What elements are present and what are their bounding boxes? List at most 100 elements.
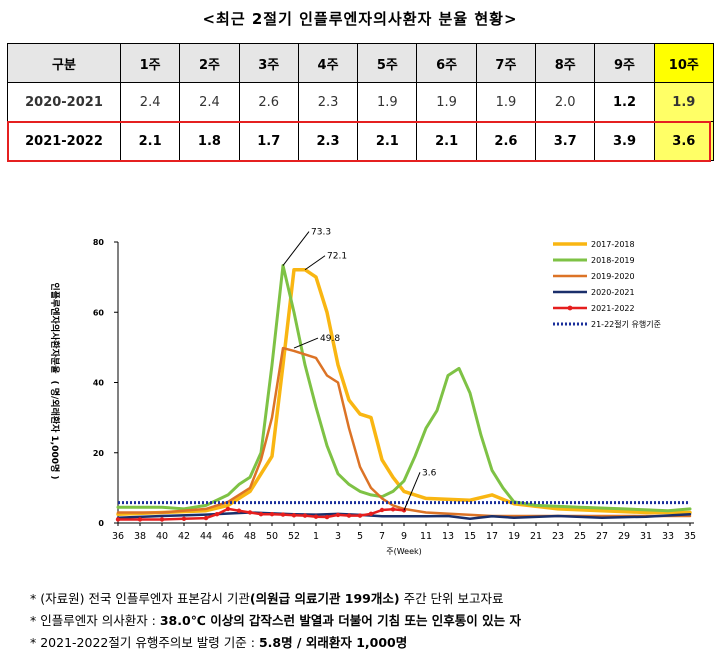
x-tick-label: 31 xyxy=(640,531,652,542)
y-axis-label: 인플루엔자의사환자분율 xyxy=(49,282,61,373)
x-tick-label: 52 xyxy=(288,531,300,542)
x-tick-label: 5 xyxy=(357,531,363,542)
x-tick-label: 33 xyxy=(662,531,674,542)
series-point-2021-2022 xyxy=(313,514,319,519)
footnote-definition: * 인플루엔자 의사환자 : 38.0℃ 이상의 갑작스런 발열과 더불어 기침… xyxy=(30,613,522,628)
table-cell: 3.7 xyxy=(535,121,596,161)
series-point-2021-2022 xyxy=(247,510,253,515)
page-title: <최근 2절기 인플루엔자의사환자 분율 현황> xyxy=(202,10,518,28)
x-tick-label: 3 xyxy=(335,531,341,542)
x-tick-label: 46 xyxy=(222,531,234,542)
annotation-label: 3.6 xyxy=(422,468,437,478)
x-tick-label: 17 xyxy=(486,531,498,542)
series-point-2021-2022 xyxy=(181,516,187,521)
x-tick-label: 23 xyxy=(552,531,564,542)
series-point-2021-2022 xyxy=(269,512,275,517)
table-cell-highlight: 3.6 xyxy=(653,121,714,161)
y-tick-label: 0 xyxy=(98,519,104,528)
series-point-2021-2022 xyxy=(159,517,165,522)
table-header-cell-highlight: 10주 xyxy=(653,43,714,83)
x-tick-label: 11 xyxy=(420,531,432,542)
series-line-2018-2019 xyxy=(116,264,692,513)
footnotes: * (자료원) 전국 인플루엔자 표본감시 기관(의원급 의료기관 199개소)… xyxy=(30,588,521,654)
series-point-2021-2022 xyxy=(291,513,297,518)
series-point-2021-2022 xyxy=(324,514,330,520)
x-tick-label: 50 xyxy=(266,531,278,542)
x-tick-label: 7 xyxy=(379,531,385,542)
annotation-leader xyxy=(282,231,310,266)
x-tick-label: 25 xyxy=(574,531,586,542)
series-point-2021-2022 xyxy=(214,512,220,517)
series-point-2021-2022 xyxy=(236,508,242,513)
x-tick-label: 48 xyxy=(244,531,256,542)
x-axis-label: 주(Week) xyxy=(386,547,422,556)
table-cell: 1.8 xyxy=(179,121,240,161)
legend-label: 2020-2021 xyxy=(591,288,635,297)
series-point-2021-2022 xyxy=(258,512,264,517)
table-row-label: 2020-2021 xyxy=(7,82,121,122)
series-point-2021-2022 xyxy=(379,507,385,513)
series-point-2021-2022 xyxy=(357,513,363,518)
x-tick-label: 21 xyxy=(530,531,542,542)
x-tick-label: 38 xyxy=(134,531,146,542)
table-header-row: 구분 1주 2주 3주 4주 5주 6주 7주 8주 9주 10주 xyxy=(7,43,714,83)
y-tick-label: 80 xyxy=(93,238,105,247)
annotation-leader xyxy=(293,337,319,349)
legend-label: 2018-2019 xyxy=(591,256,635,265)
table-cell: 2.3 xyxy=(297,121,359,161)
table-header-cell: 2주 xyxy=(179,43,240,83)
x-tick-label: 13 xyxy=(442,531,454,542)
legend-label: 2019-2020 xyxy=(591,272,635,281)
series-point-2021-2022 xyxy=(302,513,308,518)
series-point-2021-2022 xyxy=(203,515,209,521)
ili-table: 구분 1주 2주 3주 4주 5주 6주 7주 8주 9주 10주 2020-2… xyxy=(7,43,714,161)
annotation-label: 72.1 xyxy=(327,252,347,262)
legend-label: 21-22절기 유행기준 xyxy=(591,319,661,329)
annotation-label: 73.3 xyxy=(311,228,331,238)
series-point-2021-2022 xyxy=(137,517,143,522)
x-tick-label: 40 xyxy=(156,531,168,542)
series-line-2019-2020 xyxy=(116,346,692,518)
table-header-cell: 1주 xyxy=(119,43,181,83)
legend-label: 2021-2022 xyxy=(591,304,635,313)
series-point-2021-2022 xyxy=(335,512,341,518)
x-tick-label: 9 xyxy=(401,531,407,542)
table-row: 2020-2021 2.4 2.4 2.6 2.3 1.9 1.9 1.9 2.… xyxy=(7,82,714,122)
footnote-threshold: * 2021-2022절기 유행주의보 발령 기준 : 5.8명 / 외래환자 … xyxy=(30,635,408,650)
series-point-2021-2022 xyxy=(368,511,374,517)
table-cell: 2.1 xyxy=(357,121,418,161)
table-cell: 2.0 xyxy=(535,82,596,122)
annotation-label: 49.8 xyxy=(320,334,340,344)
table-cell: 1.2 xyxy=(594,82,655,122)
table-cell: 2.4 xyxy=(119,82,181,122)
table-cell: 2.3 xyxy=(297,82,359,122)
y-tick-label: 20 xyxy=(93,449,105,458)
x-tick-label: 15 xyxy=(464,531,476,542)
chart-annotations: 73.3 72.1 49.8 3.6 xyxy=(282,228,437,511)
x-tick-label: 42 xyxy=(178,531,190,542)
x-tick-label: 44 xyxy=(200,531,212,542)
series-point-2021-2022 xyxy=(280,512,286,517)
series-point-2021-2022 xyxy=(115,517,121,522)
y-tick-label: 40 xyxy=(93,379,105,388)
table-cell-highlight: 1.9 xyxy=(653,82,714,122)
y-axis-unit-label: ( 명/외래환자 1,000명 ) xyxy=(49,380,61,479)
chart-series xyxy=(115,264,692,522)
y-tick-label: 60 xyxy=(93,308,105,317)
chart-legend: 2017-2018 2018-2019 2019-2020 2020-2021 2021… xyxy=(553,240,661,329)
footnote-source: * (자료원) 전국 인플루엔자 표본감시 기관(의원급 의료기관 199개소)… xyxy=(30,591,504,606)
table-header-cell: 8주 xyxy=(535,43,596,83)
series-point-2021-2022 xyxy=(390,507,396,512)
annotation-leader xyxy=(304,255,326,271)
table-header-cell: 4주 xyxy=(297,43,359,83)
table-cell: 1.7 xyxy=(238,121,299,161)
x-tick-label: 27 xyxy=(596,531,608,542)
table-header-cell: 3주 xyxy=(238,43,299,83)
table-cell: 1.9 xyxy=(416,82,477,122)
x-tick-label: 29 xyxy=(618,531,630,542)
annotation-leader xyxy=(403,472,421,511)
legend-label: 2017-2018 xyxy=(591,240,635,249)
x-tick-label: 1 xyxy=(313,531,319,542)
